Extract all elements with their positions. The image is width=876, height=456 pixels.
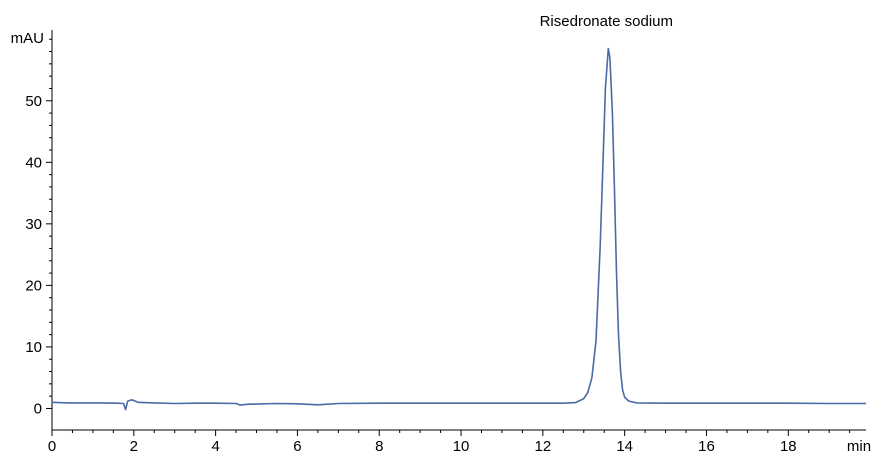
y-tick-label: 30 [25,216,42,233]
tick-group: 0 10 20 30 40 50 0 2 4 6 8 10 12 14 16 18 [25,38,851,455]
signal-trace-line [51,47,866,411]
x-tick-label: 8 [375,438,383,455]
x-tick-label: 10 [453,438,470,455]
x-tick-label: 2 [130,438,138,455]
y-tick-label: 10 [25,339,42,356]
peak-annotation-label: Risedronate sodium [540,13,673,30]
x-tick-label: 14 [616,438,633,455]
x-tick-label: 18 [780,438,797,455]
y-tick-label: 0 [34,400,42,417]
x-tick-label: 16 [698,438,715,455]
y-tick-label: 20 [25,277,42,294]
x-tick-label: 0 [48,438,56,455]
y-unit-label: mAU [11,30,44,47]
axes [51,30,866,431]
x-tick-label: 4 [211,438,219,455]
x-unit-label: min [847,438,871,455]
x-tick-label: 12 [535,438,552,455]
y-tick-label: 50 [25,93,42,110]
y-tick-label: 40 [25,154,42,171]
x-tick-label: 6 [293,438,301,455]
